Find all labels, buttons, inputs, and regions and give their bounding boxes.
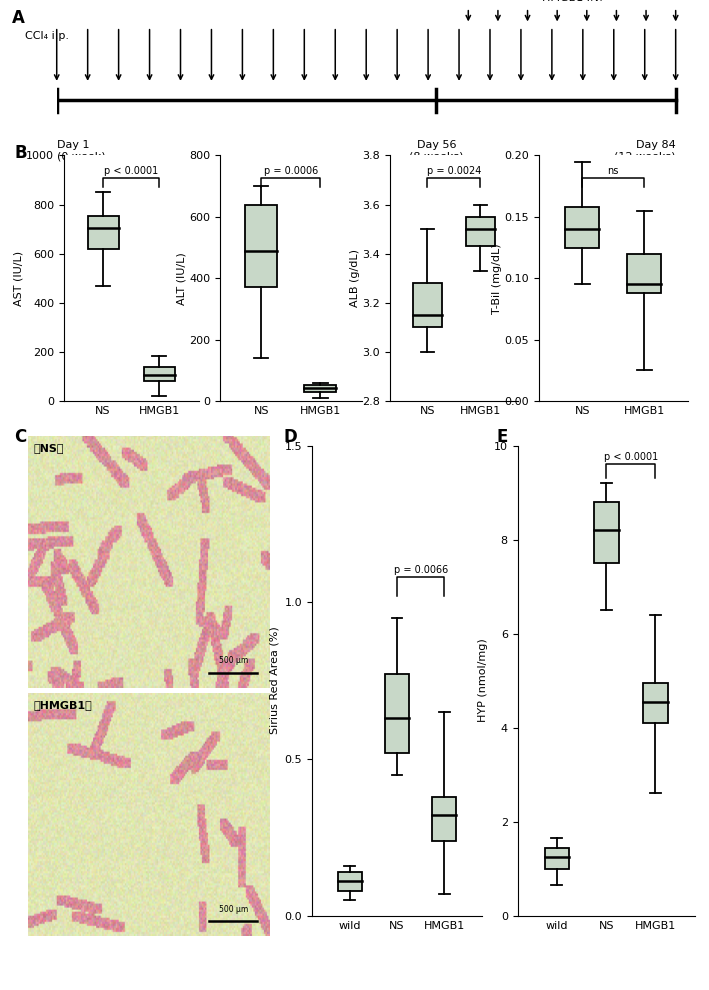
Bar [466,217,495,247]
Text: E: E [496,428,508,446]
Bar [594,502,618,563]
Y-axis label: T-Bil (mg/dL): T-Bil (mg/dL) [491,243,501,314]
Bar [245,205,277,287]
Bar [338,872,362,891]
Text: C: C [14,428,26,446]
Bar [88,216,118,248]
Bar [627,253,661,293]
Text: 500 μm: 500 μm [218,656,248,665]
Text: Analysis: Analysis [635,207,676,218]
Text: p = 0.0006: p = 0.0006 [264,166,318,176]
Text: p < 0.0001: p < 0.0001 [603,452,658,462]
Text: 【HMGB1】: 【HMGB1】 [33,700,92,710]
Text: B: B [14,144,27,161]
Text: p = 0.0066: p = 0.0066 [393,565,448,575]
Bar [413,283,442,328]
Bar [304,385,337,392]
Bar [643,683,668,723]
Y-axis label: ALB (g/dL): ALB (g/dL) [350,249,359,307]
Text: ns: ns [608,166,619,176]
Text: Day 1
(0 week): Day 1 (0 week) [57,140,106,161]
Y-axis label: ALT (IU/L): ALT (IU/L) [176,251,186,305]
Text: 【NS】: 【NS】 [33,444,64,453]
Text: A: A [12,9,25,27]
Y-axis label: Sirius Red Area (%): Sirius Red Area (%) [269,627,279,735]
Text: HMGB1 i.v.: HMGB1 i.v. [542,0,603,3]
Text: D: D [284,428,297,446]
Bar [385,674,409,752]
Text: Day 56
(8 weeks): Day 56 (8 weeks) [409,140,464,161]
Text: 500 μm: 500 μm [218,905,248,914]
Text: p < 0.0001: p < 0.0001 [104,166,158,176]
Text: Day 84
(12 weeks): Day 84 (12 weeks) [614,140,676,161]
Text: CCl₄ i.p.: CCl₄ i.p. [25,32,69,42]
Y-axis label: HYP (nmol/mg): HYP (nmol/mg) [479,639,489,723]
Bar [565,207,599,248]
Text: p = 0.0024: p = 0.0024 [427,166,481,176]
Y-axis label: AST (IU/L): AST (IU/L) [13,250,23,306]
Bar [545,847,569,869]
Bar [144,366,174,381]
Bar [432,797,456,841]
